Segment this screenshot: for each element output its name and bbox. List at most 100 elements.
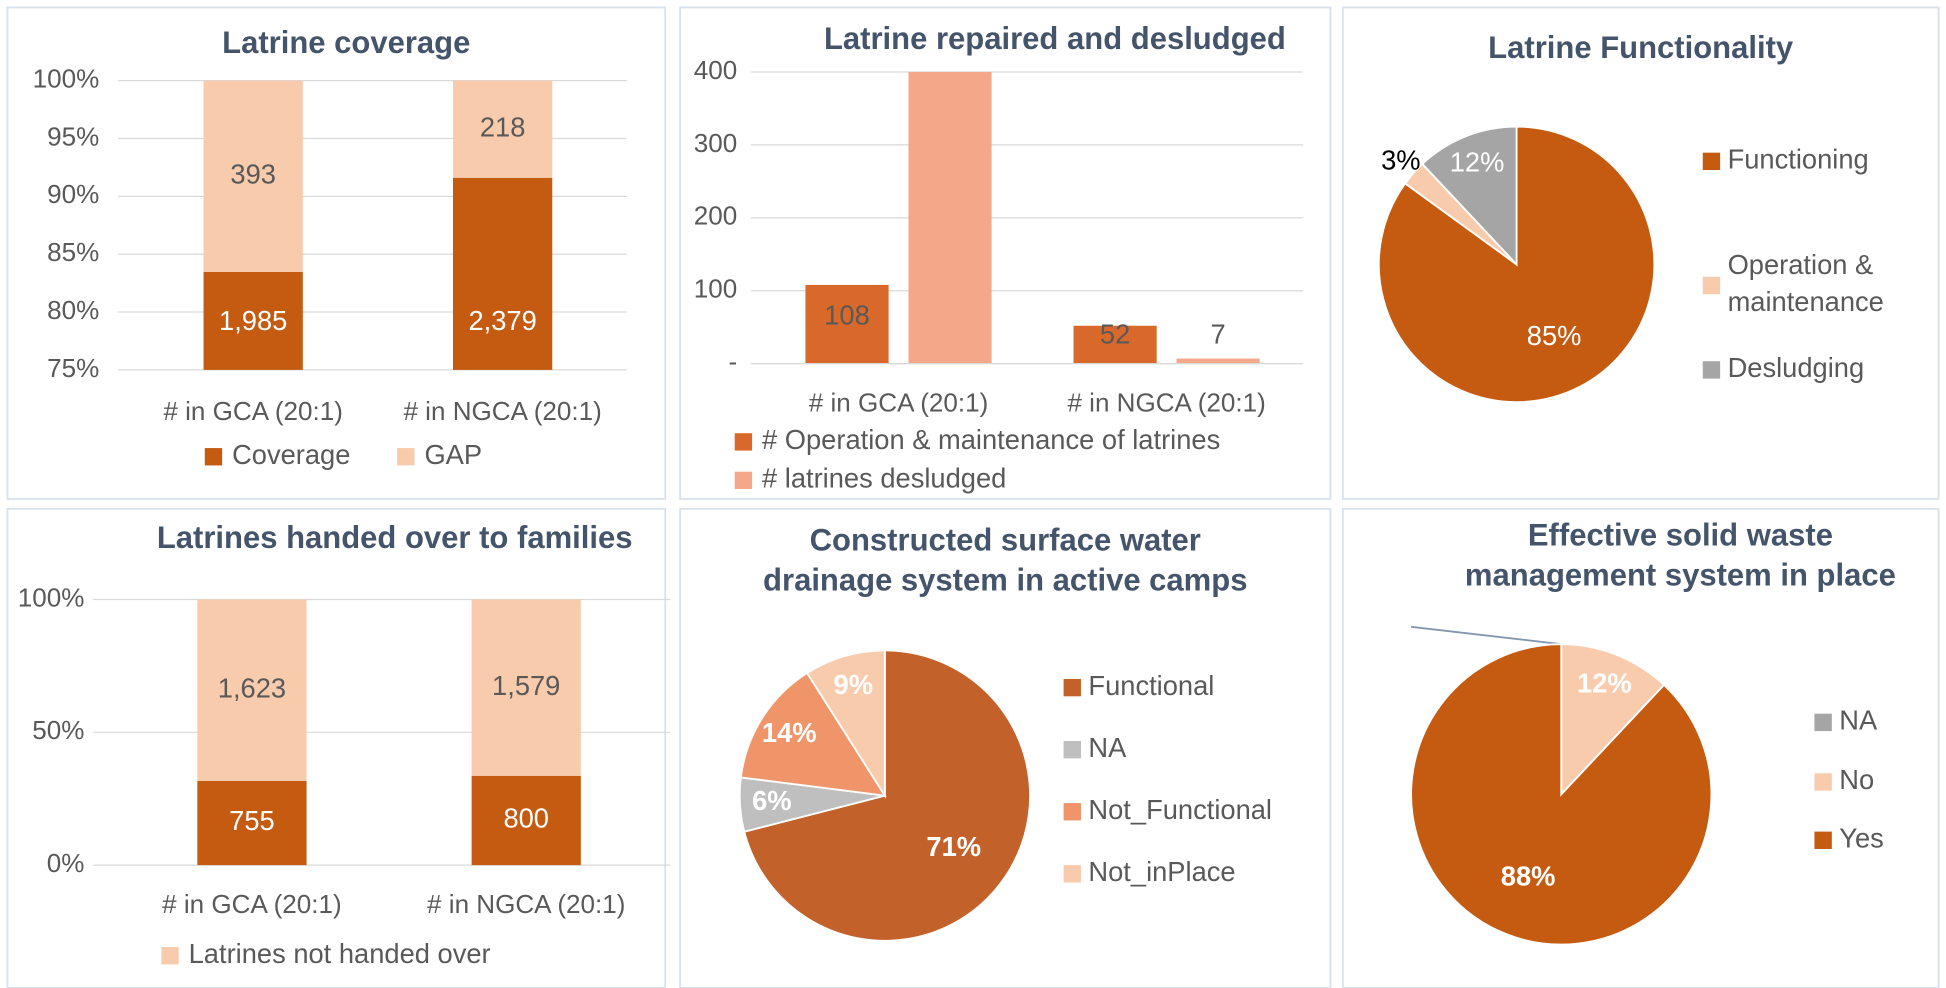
y-tick-label: 90% [47, 179, 99, 209]
legend-swatch [1702, 276, 1721, 295]
data-label: 2,379 [468, 305, 536, 336]
panel [679, 6, 1332, 500]
legend-swatch [1702, 361, 1721, 379]
data-label: 800 [503, 803, 549, 834]
legend-label: NA [1088, 732, 1127, 763]
x-tick-label: # in GCA (20:1) [163, 396, 343, 426]
legend-label: GAP [424, 439, 482, 470]
y-tick-label: 75% [47, 353, 99, 383]
bar [908, 71, 992, 364]
bar [805, 284, 889, 364]
legend-swatch [1063, 678, 1081, 697]
bar-segment [203, 271, 303, 370]
bar-segment [452, 177, 553, 370]
data-label: 85% [1527, 320, 1582, 351]
legend-label: Functioning [1728, 144, 1869, 175]
y-tick-label: 85% [47, 237, 99, 267]
legend-label: Operation & maintenance [1728, 249, 1884, 317]
chart-title: Latrine coverage [222, 25, 470, 60]
legend-label: Desludging [1728, 352, 1865, 383]
pie-slice [1377, 125, 1656, 404]
x-tick-label: # in GCA (20:1) [162, 889, 342, 919]
legend-label: Not_inPlace [1088, 856, 1235, 887]
data-label: 1,985 [219, 305, 287, 336]
legend-line: Operation & [1728, 249, 1881, 280]
legend-swatch [1814, 713, 1832, 732]
data-label: 6% [752, 785, 791, 816]
panel [6, 6, 667, 500]
chart-title: Latrine repaired and desludged [824, 21, 1286, 56]
data-label: 1,623 [218, 672, 286, 703]
legend-label: Not_Functional [1088, 794, 1272, 825]
y-tick-label: 80% [47, 295, 99, 325]
data-label: 218 [480, 111, 526, 142]
x-tick-label: # in NGCA (20:1) [1067, 388, 1265, 418]
pie-slice [743, 649, 1032, 942]
y-tick-label: 0% [47, 848, 85, 878]
legend-swatch [1063, 741, 1081, 759]
data-label: 1,579 [492, 670, 560, 701]
data-label: 755 [229, 805, 275, 836]
data-label: 3% [1381, 145, 1420, 176]
legend-swatch [161, 947, 179, 965]
leader-line [1410, 625, 1562, 646]
data-label: 52 [1100, 319, 1130, 350]
chart-title: Latrine Functionality [1488, 30, 1794, 65]
data-label: 88% [1501, 860, 1556, 891]
bar-segment [452, 80, 553, 178]
data-label: 7 [1211, 319, 1226, 350]
y-tick-label: 50% [32, 715, 84, 745]
data-label: 12% [1577, 668, 1632, 699]
y-tick-label: - [729, 347, 738, 377]
legend-swatch [1814, 773, 1832, 791]
legend-swatch [1702, 152, 1721, 171]
data-label: 108 [824, 299, 870, 330]
bar-segment [197, 780, 307, 866]
y-tick-label: 100% [33, 64, 100, 94]
pie-slice [805, 649, 886, 799]
chart-title: management system in place [1465, 557, 1896, 592]
pie-slice [1560, 643, 1666, 797]
x-tick-label: # in GCA (20:1) [809, 388, 989, 418]
legend-swatch [1814, 831, 1832, 849]
y-tick-label: 95% [47, 121, 99, 151]
pie-slice [739, 671, 887, 797]
y-tick-label: 300 [694, 128, 737, 158]
legend-label: No [1839, 764, 1874, 795]
legend-swatch [397, 448, 415, 466]
legend-swatch [734, 471, 753, 490]
data-label: 393 [230, 158, 276, 189]
legend-label: Latrines not handed over [189, 938, 491, 969]
legend-label: Functional [1088, 670, 1214, 701]
bar [1073, 325, 1157, 364]
legend-line: maintenance [1728, 286, 1884, 317]
pie-slice [1410, 643, 1713, 946]
legend-swatch [1063, 865, 1081, 883]
legend-label: # Operation & maintenance of latrines [762, 424, 1220, 455]
y-tick-label: 400 [694, 55, 737, 85]
bar-segment [471, 775, 581, 866]
x-tick-label: # in NGCA (20:1) [403, 396, 601, 426]
bar [1176, 358, 1260, 364]
chart-title: Effective solid waste [1528, 518, 1833, 553]
legend-swatch [204, 448, 223, 466]
legend-label: Coverage [232, 439, 350, 470]
chart-title: Constructed surface water [810, 523, 1201, 558]
legend-label: NA [1839, 705, 1878, 736]
chart-title: Latrines handed over to families [157, 520, 633, 555]
y-tick-label: 100% [18, 582, 85, 612]
legend-label: # latrines desludged [762, 463, 1006, 494]
y-tick-label: 200 [694, 201, 737, 231]
data-label: 9% [834, 669, 873, 700]
bar-segment [471, 599, 581, 776]
pie-slice [1420, 125, 1518, 267]
legend-label: Yes [1839, 823, 1884, 854]
legend-swatch [734, 433, 753, 451]
chart-title: drainage system in active camps [763, 562, 1247, 597]
x-tick-label: # in NGCA (20:1) [427, 889, 625, 919]
data-label: 14% [762, 717, 817, 748]
y-tick-label: 100 [694, 274, 737, 304]
legend-swatch [1063, 803, 1081, 821]
